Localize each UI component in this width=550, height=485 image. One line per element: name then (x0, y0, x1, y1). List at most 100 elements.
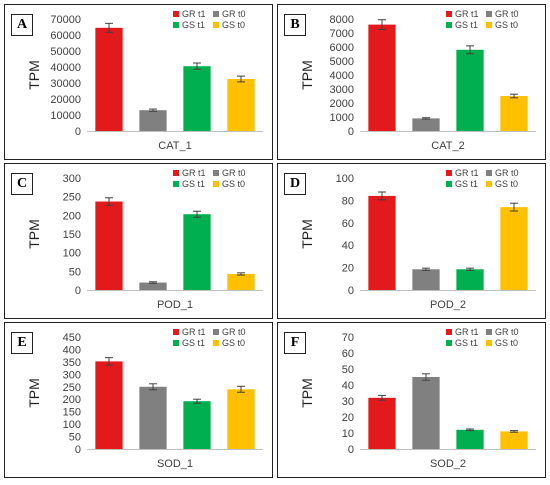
legend-swatch (446, 340, 452, 346)
legend-label: GR t0 (222, 9, 246, 19)
y-tick-label: 0 (75, 444, 81, 456)
chart-panel-c: C 0 50 100 150 200 250 300 TPM POD_1 GR t1 GR t0 GS … (4, 163, 273, 319)
bar-gs-t0 (500, 96, 528, 131)
y-tick-label: 5000 (330, 56, 354, 68)
bar-gs-t0 (227, 273, 255, 290)
y-tick-label: 80 (342, 195, 354, 207)
panel-letter: B (284, 14, 306, 36)
bar-gr-t0 (412, 118, 440, 131)
bar-gs-t1 (456, 429, 484, 449)
y-tick-label: 40 (342, 380, 354, 392)
y-tick-label: 70 (342, 332, 354, 344)
bar-chart: 0 10 20 30 40 50 60 70 TPM SOD_2 GR t1 GR t0 GS t1 GS… (299, 327, 536, 470)
legend-swatch (173, 329, 179, 335)
bar-gs-t1 (183, 401, 211, 449)
legend-label: GS t1 (455, 338, 478, 348)
chart-panel-b: B 0 1000 2000 3000 4000 5000 6000 7000 8000 TPM CAT… (277, 4, 546, 160)
bar-chart: 0 1000 2000 3000 4000 5000 6000 7000 8000 TPM CAT_… (299, 9, 536, 152)
legend-label: GR t1 (182, 9, 206, 19)
legend-swatch (213, 181, 219, 187)
y-tick-label: 100 (336, 173, 354, 185)
legend-label: GR t0 (222, 327, 246, 337)
bar-gr-t0 (139, 110, 167, 131)
legend-swatch (486, 170, 492, 176)
chart-panel-a: A 0 10000 20000 30000 40000 50000 60000 70000 TPM… (4, 4, 273, 160)
bar-gr-t1 (95, 27, 123, 131)
legend-swatch (486, 181, 492, 187)
panel-letter: D (284, 173, 306, 195)
x-axis-label: CAT_1 (158, 140, 191, 152)
legend-label: GS t0 (222, 179, 245, 189)
y-tick-label: 1000 (330, 112, 354, 124)
y-tick-label: 8000 (330, 14, 354, 26)
y-tick-label: 4000 (330, 70, 354, 82)
y-tick-label: 300 (63, 369, 81, 381)
chart-panel-d: D 0 20 40 60 80 100 TPM POD_2 GR t1 GR t0 GS t1 GS t… (277, 163, 546, 319)
legend-swatch (213, 11, 219, 17)
legend-swatch (446, 11, 452, 17)
legend-swatch (173, 170, 179, 176)
bar-gs-t0 (227, 79, 255, 131)
bar-gs-t0 (500, 207, 528, 290)
x-axis-label: SOD_1 (157, 458, 193, 470)
legend-label: GS t1 (182, 20, 205, 30)
y-tick-label: 100 (63, 248, 81, 260)
bar-gs-t1 (183, 66, 211, 131)
x-axis-label: CAT_2 (431, 140, 464, 152)
y-tick-label: 50000 (50, 46, 81, 58)
y-tick-label: 3000 (330, 84, 354, 96)
y-tick-label: 70000 (50, 14, 81, 26)
panel-letter: F (284, 332, 306, 354)
legend-swatch (213, 170, 219, 176)
legend-swatch (173, 22, 179, 28)
y-axis-label: TPM (299, 378, 315, 408)
y-tick-label: 150 (63, 229, 81, 241)
legend-label: GR t1 (182, 168, 206, 178)
y-tick-label: 10000 (50, 110, 81, 122)
legend-label: GS t1 (455, 179, 478, 189)
y-tick-label: 150 (63, 407, 81, 419)
legend-label: GS t0 (495, 20, 518, 30)
legend-swatch (446, 22, 452, 28)
y-axis-label: TPM (299, 219, 315, 249)
panel-letter: C (11, 173, 33, 195)
y-axis-label: TPM (299, 60, 315, 90)
y-tick-label: 0 (348, 126, 354, 138)
legend-swatch (213, 340, 219, 346)
x-axis-label: POD_2 (430, 299, 466, 311)
y-tick-label: 250 (63, 192, 81, 204)
y-tick-label: 30 (342, 396, 354, 408)
panel-letter: E (11, 332, 33, 354)
bar-gr-t0 (412, 269, 440, 290)
bar-gr-t1 (368, 397, 396, 449)
y-tick-label: 250 (63, 382, 81, 394)
legend-label: GR t0 (495, 9, 519, 19)
legend-label: GR t1 (455, 327, 479, 337)
y-axis-label: TPM (26, 378, 42, 408)
bar-gs-t1 (456, 269, 484, 290)
y-tick-label: 30000 (50, 78, 81, 90)
y-tick-label: 40000 (50, 62, 81, 74)
bar-gs-t1 (183, 214, 211, 290)
y-axis-label: TPM (26, 219, 42, 249)
legend-label: GS t0 (222, 20, 245, 30)
y-tick-label: 50 (342, 364, 354, 376)
y-tick-label: 0 (348, 444, 354, 456)
y-tick-label: 400 (63, 344, 81, 356)
y-tick-label: 200 (63, 210, 81, 222)
legend-swatch (486, 329, 492, 335)
x-axis-label: SOD_2 (430, 458, 466, 470)
bar-gr-t0 (139, 386, 167, 449)
bar-gr-t1 (95, 201, 123, 290)
legend-label: GS t1 (182, 338, 205, 348)
y-tick-label: 10 (342, 428, 354, 440)
x-axis-label: POD_1 (157, 299, 193, 311)
legend-label: GS t1 (455, 20, 478, 30)
y-tick-label: 20000 (50, 94, 81, 106)
legend-swatch (173, 11, 179, 17)
legend-swatch (486, 340, 492, 346)
legend-swatch (486, 22, 492, 28)
legend-label: GR t1 (455, 168, 479, 178)
